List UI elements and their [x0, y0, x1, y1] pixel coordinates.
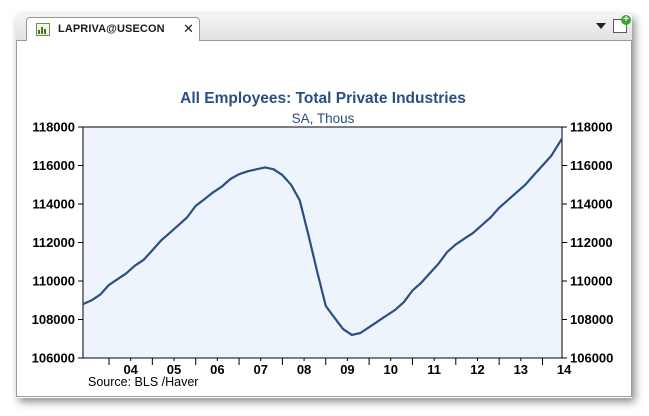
- y-axis-left: 106000 108000 110000 112000 114000 116000 1180…: [32, 120, 83, 366]
- x-tick-label: 04: [123, 362, 138, 377]
- y-tick-label-left: 108000: [32, 312, 75, 327]
- y-tick-label-left: 114000: [32, 197, 75, 212]
- y-axis-right: 106000 108000 110000 112000 114000 116000 1180…: [562, 120, 613, 366]
- x-tick-label: 07: [253, 362, 267, 377]
- x-tick-label: 14: [557, 362, 572, 377]
- close-icon[interactable]: ✕: [183, 21, 194, 36]
- x-tick-label: 06: [210, 362, 224, 377]
- chart-panel: All Employees: Total Private Industries …: [16, 41, 632, 397]
- y-tick-label-right: 112000: [570, 235, 613, 250]
- x-tick-label: 10: [384, 362, 398, 377]
- x-tick-label: 11: [427, 362, 441, 377]
- tab-bar: LAPRIVA@USECON ✕ +: [16, 14, 632, 41]
- tab-lapriva[interactable]: LAPRIVA@USECON ✕: [26, 17, 200, 41]
- y-tick-label-left: 106000: [32, 351, 75, 366]
- add-chart-icon[interactable]: +: [613, 15, 631, 33]
- y-tick-label-left: 118000: [32, 120, 75, 135]
- y-tick-label-right: 118000: [570, 120, 613, 135]
- x-tick-label: 13: [514, 362, 528, 377]
- chart-window: LAPRIVA@USECON ✕ + All Employees: Total …: [16, 14, 632, 398]
- x-tick-label: 08: [297, 362, 311, 377]
- y-tick-label-right: 114000: [570, 197, 613, 212]
- y-tick-label-left: 112000: [32, 235, 75, 250]
- chart-title: All Employees: Total Private Industries: [180, 90, 466, 107]
- chevron-down-icon[interactable]: [596, 23, 606, 29]
- chart-subtitle: SA, Thous: [292, 111, 355, 126]
- source-note: Source: BLS /Haver: [88, 375, 198, 389]
- x-axis: 04 05 06 07 08 09 10 11 12 13 14: [108, 358, 572, 377]
- x-tick-label: 05: [167, 362, 181, 377]
- plot-area: [82, 126, 563, 359]
- y-tick-label-right: 106000: [570, 351, 613, 366]
- y-tick-label-right: 110000: [570, 274, 613, 289]
- x-tick-label: 09: [340, 362, 354, 377]
- y-tick-label-left: 116000: [32, 158, 75, 173]
- y-tick-label-right: 116000: [570, 158, 613, 173]
- y-tick-label-right: 108000: [570, 312, 613, 327]
- line-chart: All Employees: Total Private Industries …: [32, 90, 614, 389]
- x-tick-label: 12: [470, 362, 484, 377]
- y-tick-label-left: 110000: [32, 274, 75, 289]
- tab-label: LAPRIVA@USECON: [58, 23, 165, 35]
- chart-icon: [36, 23, 50, 36]
- series-line: [82, 138, 563, 336]
